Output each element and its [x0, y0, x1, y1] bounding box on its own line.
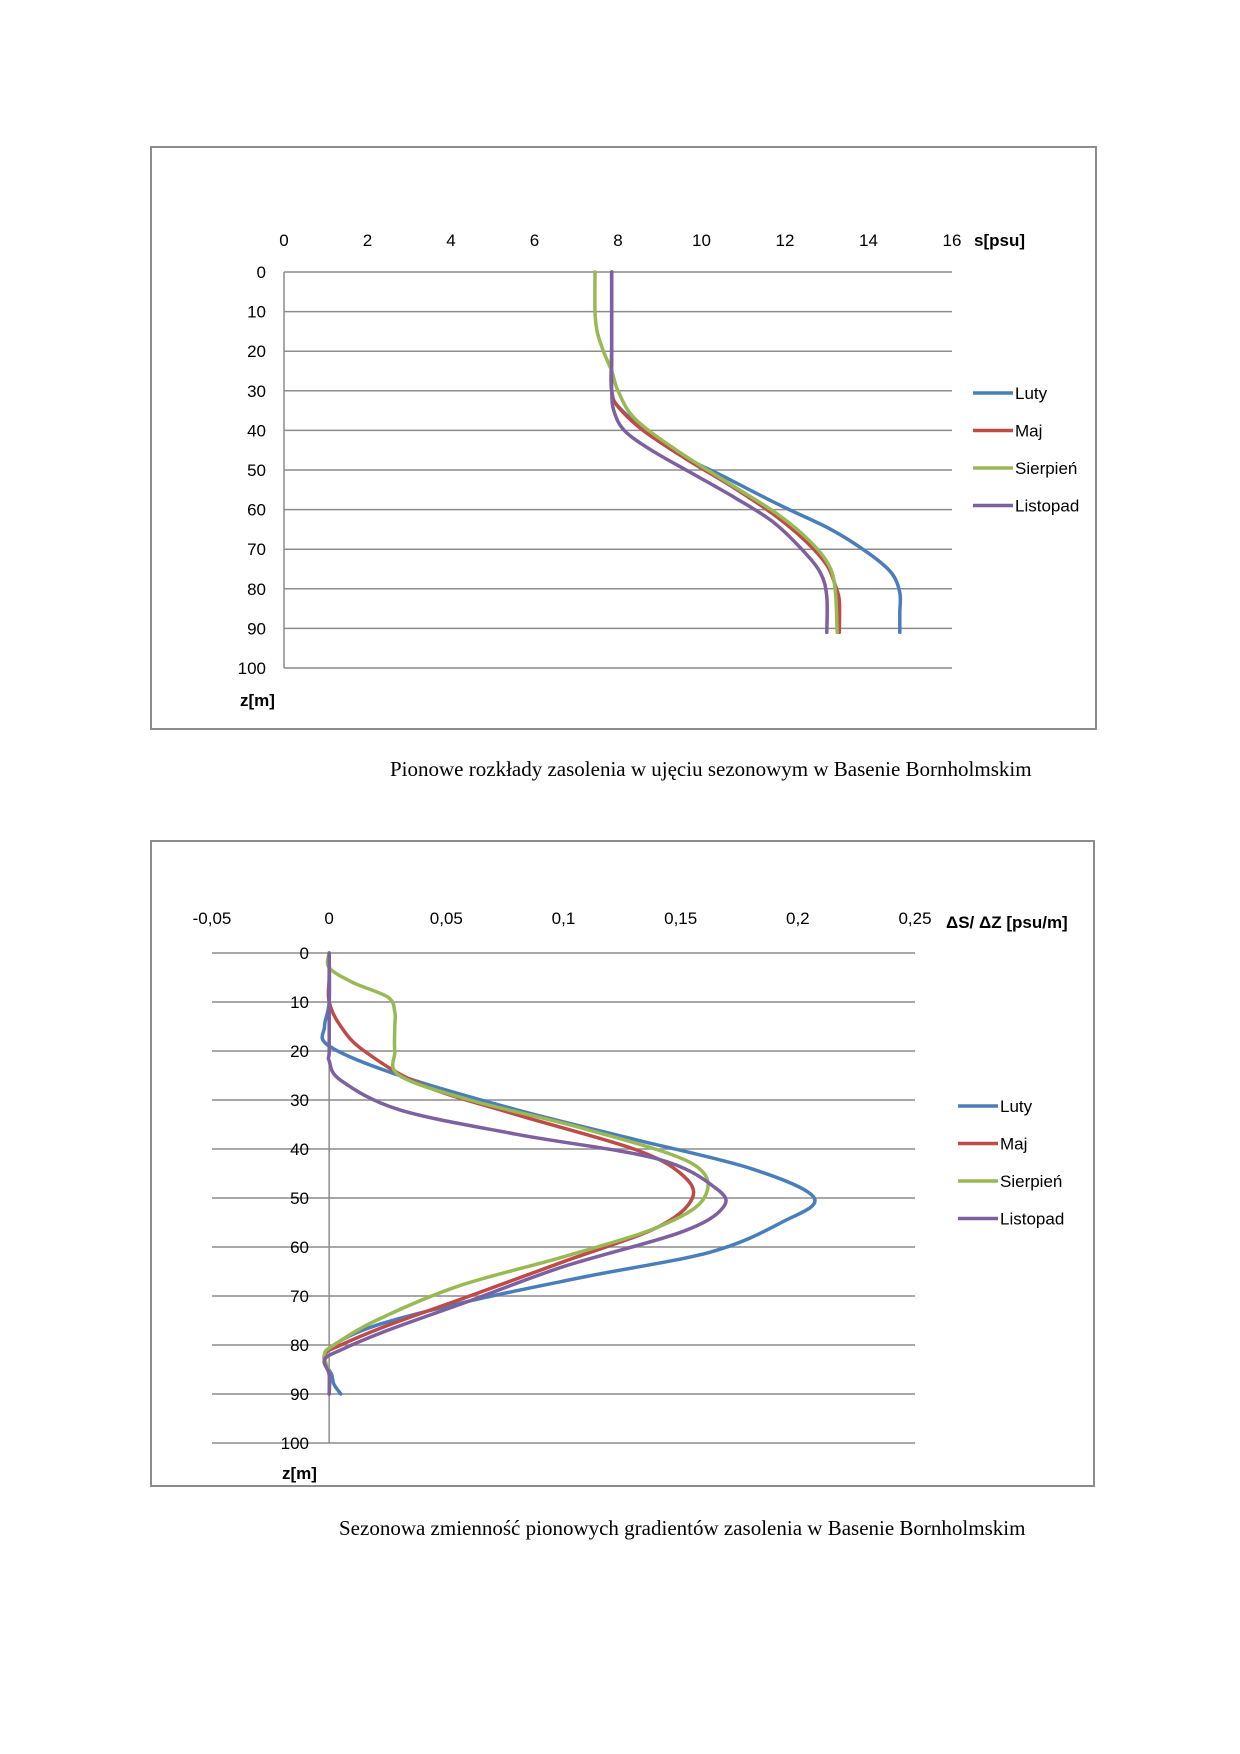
y-tick-label: 80	[247, 580, 266, 599]
y-tick-label: 60	[247, 501, 266, 520]
legend-label: Luty	[1000, 1097, 1033, 1116]
series-line-listopad	[322, 951, 728, 1396]
y-tick-label: 10	[247, 303, 266, 322]
y-tick-label: 20	[247, 342, 266, 361]
legend-label: Maj	[1000, 1135, 1027, 1154]
y-tick-label: 90	[247, 619, 266, 638]
y-tick-label: 60	[290, 1238, 309, 1257]
legend-label: Listopad	[1000, 1210, 1064, 1229]
x-tick-label: 2	[363, 231, 372, 250]
salinity-profile-caption: Pionowe rozkłady zasolenia w ujęciu sezo…	[390, 757, 1032, 781]
y-tick-label: 10	[290, 993, 309, 1012]
legend-label: Luty	[1015, 384, 1048, 403]
y-tick-label: 50	[247, 461, 266, 480]
y-tick-label: 50	[290, 1189, 309, 1208]
series-line-listopad	[609, 270, 829, 635]
series-line-sierpień	[593, 270, 839, 635]
salinity-profile-plot: 0 2 4 6 8 10 12 14 16 0 10 20 30 40 50 60 70 80 90 100 s[psu…	[238, 231, 1080, 710]
series-line-maj	[322, 951, 696, 1396]
x-tick-label: 0,1	[552, 909, 576, 928]
salinity-profile-chart: 0 2 4 6 8 10 12 14 16 0 10 20 30 40 50 60 70 80 90 100 s[psu…	[150, 146, 1097, 730]
y-axis-title: z[m]	[240, 691, 275, 710]
x-tick-label: 14	[859, 231, 878, 250]
legend-label: Sierpień	[1000, 1172, 1062, 1191]
x-tick-label: 0,15	[664, 909, 697, 928]
x-tick-label: 8	[613, 231, 622, 250]
y-tick-label: 0	[257, 263, 266, 282]
salinity-gradient-chart: -0,05 0 0,05 0,1 0,15 0,2 0,25 0 10 20 30 40 50 60 70 8…	[150, 840, 1095, 1487]
y-tick-label: 100	[238, 659, 266, 678]
y-tick-label: 70	[247, 540, 266, 559]
y-tick-label: 100	[281, 1434, 309, 1453]
y-tick-label: 40	[290, 1140, 309, 1159]
legend-label: Maj	[1015, 422, 1042, 441]
x-tick-label: 0,05	[430, 909, 463, 928]
x-tick-label: 0	[324, 909, 333, 928]
x-tick-label: 12	[776, 231, 795, 250]
salinity-gradient-caption: Sezonowa zmienność pionowych gradientów …	[339, 1516, 1026, 1540]
y-tick-label: 70	[290, 1287, 309, 1306]
x-tick-label: 6	[530, 231, 539, 250]
y-tick-label: 90	[290, 1385, 309, 1404]
y-tick-label: 0	[300, 944, 309, 963]
y-tick-label: 30	[247, 382, 266, 401]
legend-label: Listopad	[1015, 497, 1079, 516]
x-tick-label: 0,2	[786, 909, 810, 928]
x-tick-label: 4	[446, 231, 455, 250]
x-axis-title: s[psu]	[974, 231, 1025, 250]
x-tick-label: 0	[279, 231, 288, 250]
legend-label: Sierpień	[1015, 459, 1077, 478]
x-tick-label: 10	[692, 231, 711, 250]
x-axis-title: ΔS/ ΔZ [psu/m]	[946, 913, 1068, 932]
x-tick-label: -0,05	[193, 909, 232, 928]
salinity-gradient-plot: -0,05 0 0,05 0,1 0,15 0,2 0,25 0 10 20 30 40 50 60 70 8…	[193, 909, 1068, 1483]
y-tick-label: 20	[290, 1042, 309, 1061]
y-tick-label: 80	[290, 1336, 309, 1355]
y-axis-title: z[m]	[282, 1464, 317, 1483]
y-tick-label: 30	[290, 1091, 309, 1110]
x-tick-label: 16	[943, 231, 962, 250]
x-tick-label: 0,25	[898, 909, 931, 928]
series-line-maj	[609, 270, 842, 635]
y-tick-label: 40	[247, 421, 266, 440]
series-line-sierpień	[322, 951, 710, 1396]
